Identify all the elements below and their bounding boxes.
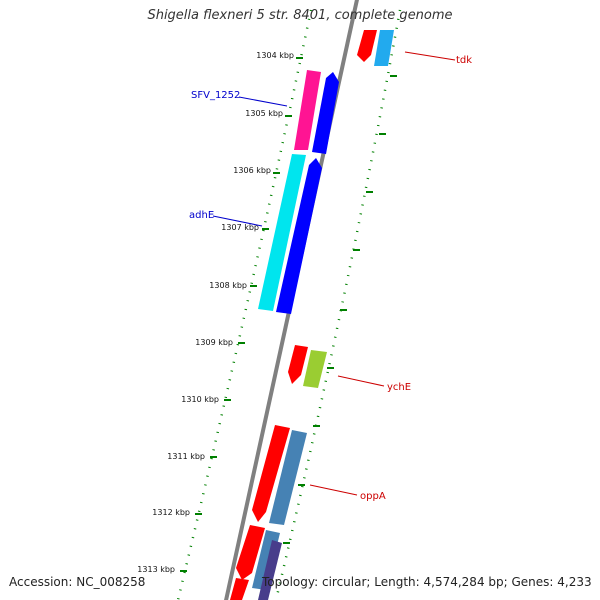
map-title: Shigella flexneri 5 str. 8401, complete … bbox=[147, 8, 453, 23]
gene-sfv-1252[interactable] bbox=[294, 70, 321, 150]
kbp-tick-label: 1309 kbp bbox=[195, 338, 233, 347]
kbp-tick-label: 1307 kbp bbox=[221, 223, 259, 232]
gene-label-tdk[interactable]: tdk bbox=[456, 55, 472, 66]
gene-ychE[interactable] bbox=[303, 350, 327, 388]
kbp-tick-label: 1311 kbp bbox=[167, 452, 205, 461]
gene-label-sfv-1252[interactable]: SFV_1252 bbox=[191, 90, 240, 101]
kbp-tick-label: 1313 kbp bbox=[137, 565, 175, 574]
gene-label-oppA[interactable]: oppA bbox=[360, 491, 386, 502]
sfv-1252-leader-line bbox=[238, 96, 288, 107]
gene-adhE[interactable] bbox=[258, 154, 306, 311]
kbp-tick-label: 1304 kbp bbox=[256, 51, 294, 60]
gene-slate-bottom[interactable] bbox=[258, 540, 282, 600]
outer-dotted-ring bbox=[274, 9, 402, 600]
kbp-tick-label: 1312 kbp bbox=[152, 508, 190, 517]
kbp-tick-label: 1305 kbp bbox=[245, 109, 283, 118]
kbp-tick-label: 1308 kbp bbox=[209, 281, 247, 290]
gene-blue-1[interactable] bbox=[312, 72, 339, 154]
gene-red-mid[interactable] bbox=[288, 345, 308, 384]
gene-red-oppa-1[interactable] bbox=[252, 425, 290, 522]
gene-label-ychE[interactable]: ychE bbox=[387, 382, 411, 393]
gene-oppA[interactable] bbox=[269, 430, 307, 525]
gene-red-top[interactable] bbox=[357, 30, 377, 62]
gene-red-bottom-1[interactable] bbox=[236, 525, 265, 580]
gene-blue-2[interactable] bbox=[276, 158, 322, 314]
adhe-leader-line bbox=[212, 215, 263, 227]
kbp-tick-label: 1310 kbp bbox=[181, 395, 219, 404]
tdk-leader-line bbox=[404, 51, 456, 61]
genome-summary-text: Topology: circular; Length: 4,574,284 bp… bbox=[262, 575, 592, 589]
kbp-tick-label: 1306 kbp bbox=[233, 166, 271, 175]
gene-label-adhE[interactable]: adhE bbox=[189, 210, 214, 221]
oppa-leader-line bbox=[309, 484, 358, 496]
yche-leader-line bbox=[337, 375, 385, 387]
gene-tdk[interactable] bbox=[374, 30, 394, 66]
accession-text: Accession: NC_008258 bbox=[9, 575, 146, 589]
gene-red-bottom-2[interactable] bbox=[230, 578, 249, 600]
